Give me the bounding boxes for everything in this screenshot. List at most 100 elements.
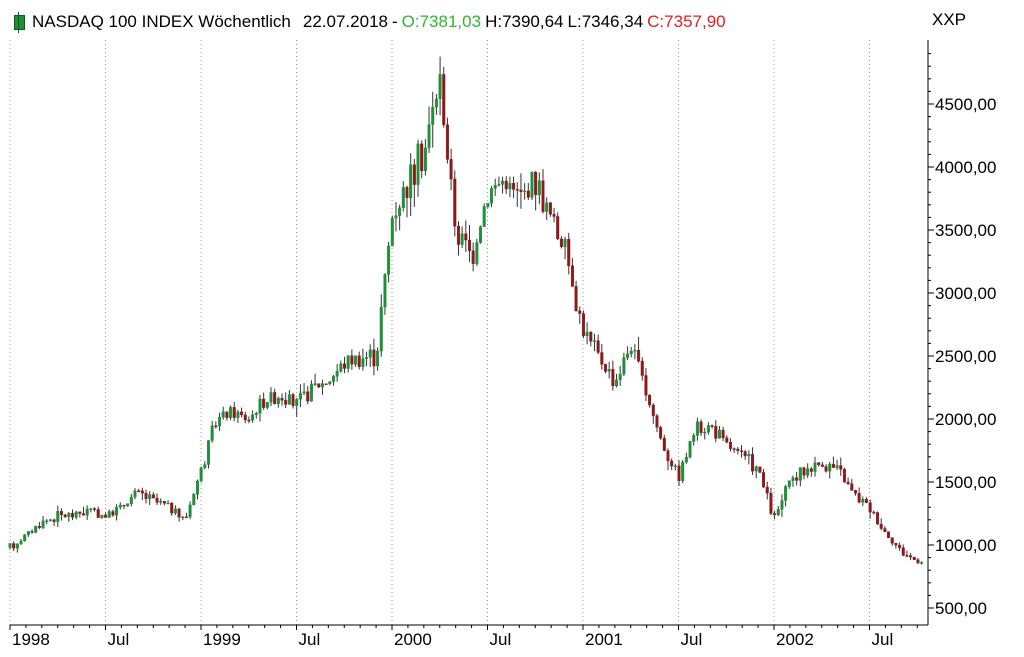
candle-body — [581, 313, 585, 336]
candle-body — [346, 355, 350, 369]
candle-body — [41, 520, 45, 528]
candle-body — [262, 398, 266, 408]
candle-body — [526, 190, 530, 198]
y-tick-label: 500,00 — [935, 599, 987, 618]
candle-body — [12, 543, 16, 549]
candle-body — [173, 508, 177, 514]
candle-body — [372, 349, 376, 367]
candle-body — [339, 363, 343, 372]
candle-body — [765, 486, 769, 494]
candle-body — [740, 450, 744, 452]
candle-body — [324, 383, 328, 385]
candle-body — [383, 274, 387, 308]
candle-body — [883, 528, 887, 532]
candle-body — [721, 429, 725, 439]
candle-body — [736, 448, 740, 451]
candle-body — [773, 513, 777, 516]
candle-body — [394, 215, 398, 219]
candle-body — [868, 502, 872, 513]
candle-body — [240, 411, 244, 416]
candle-body — [828, 463, 832, 472]
grid-lines — [9, 40, 870, 625]
candle-body — [107, 511, 111, 518]
candle-body — [181, 516, 185, 519]
y-tick-label: 4500,00 — [935, 95, 996, 114]
candle-body — [376, 350, 380, 367]
low-value: L:7346,34 — [567, 12, 644, 31]
candle-body — [681, 461, 685, 481]
candle-body — [853, 490, 857, 494]
x-tick-label: Jul — [681, 630, 703, 649]
candle-body — [412, 164, 416, 185]
candle-body — [523, 190, 527, 193]
candle-body — [427, 124, 431, 149]
candle-body — [548, 202, 552, 215]
candle-body — [898, 544, 902, 548]
candle-body — [126, 503, 130, 507]
candle-body — [295, 399, 299, 406]
candle-body — [89, 508, 93, 510]
candle-body — [471, 250, 475, 264]
candle-body — [695, 421, 699, 436]
candle-body — [365, 357, 369, 359]
candle-body — [515, 189, 519, 191]
candle-body — [155, 497, 159, 503]
candle-body — [501, 180, 505, 185]
candle-body — [265, 402, 269, 408]
candle-body — [534, 172, 538, 196]
candle-body — [585, 332, 589, 336]
candle-body — [490, 188, 494, 204]
candle-body — [254, 413, 258, 415]
y-axis-ticks: 500,00 1000,00 1500,00 2000,00 2500,00 3000,0… — [928, 53, 996, 618]
candle-body — [229, 407, 233, 418]
candle-body — [85, 508, 89, 516]
candle-body — [894, 543, 898, 546]
candle-body — [96, 509, 100, 518]
candle-body — [361, 358, 365, 367]
candle-body — [273, 392, 277, 404]
candle-body — [706, 425, 710, 433]
candle-body — [276, 397, 280, 404]
candle-body — [703, 432, 707, 434]
candle-body — [52, 519, 56, 522]
candle-body — [791, 477, 795, 481]
candle-body — [19, 540, 23, 545]
candle-body — [387, 245, 391, 275]
candle-body — [655, 415, 659, 428]
candle-body — [144, 492, 148, 499]
y-tick-label: 2000,00 — [935, 410, 996, 429]
candle-body — [747, 454, 751, 457]
candle-body — [670, 460, 674, 467]
candle-body — [714, 426, 718, 439]
candle-body — [684, 457, 688, 463]
candle-body — [390, 217, 394, 247]
candle-body — [659, 427, 663, 439]
candle-body — [26, 531, 30, 536]
x-tick-label: Jul — [108, 630, 130, 649]
candle-body — [629, 350, 633, 355]
candle-body — [497, 184, 501, 186]
candle-body — [504, 180, 508, 190]
open-value: O:7381,03 — [401, 12, 482, 31]
candle-body — [769, 492, 773, 514]
candle-body — [809, 468, 813, 472]
candle-body — [677, 465, 681, 481]
candle-body — [188, 504, 192, 518]
candle-body — [806, 468, 810, 476]
candle-body — [813, 462, 817, 472]
candle-body — [82, 513, 86, 516]
candle-body — [644, 375, 648, 396]
instrument-title: NASDAQ 100 INDEX Wöchentlich — [32, 12, 291, 31]
candle-body — [780, 500, 784, 510]
candle-body — [401, 187, 405, 208]
candle-body — [243, 414, 247, 421]
candle-body — [140, 490, 144, 494]
candle-body — [651, 404, 655, 416]
candle-body — [221, 411, 225, 418]
candle-body — [442, 74, 446, 125]
candle-body — [122, 504, 126, 507]
candle-body — [637, 349, 641, 362]
candle-body — [519, 189, 523, 192]
candle-body — [170, 502, 174, 514]
candle-body — [563, 239, 567, 247]
